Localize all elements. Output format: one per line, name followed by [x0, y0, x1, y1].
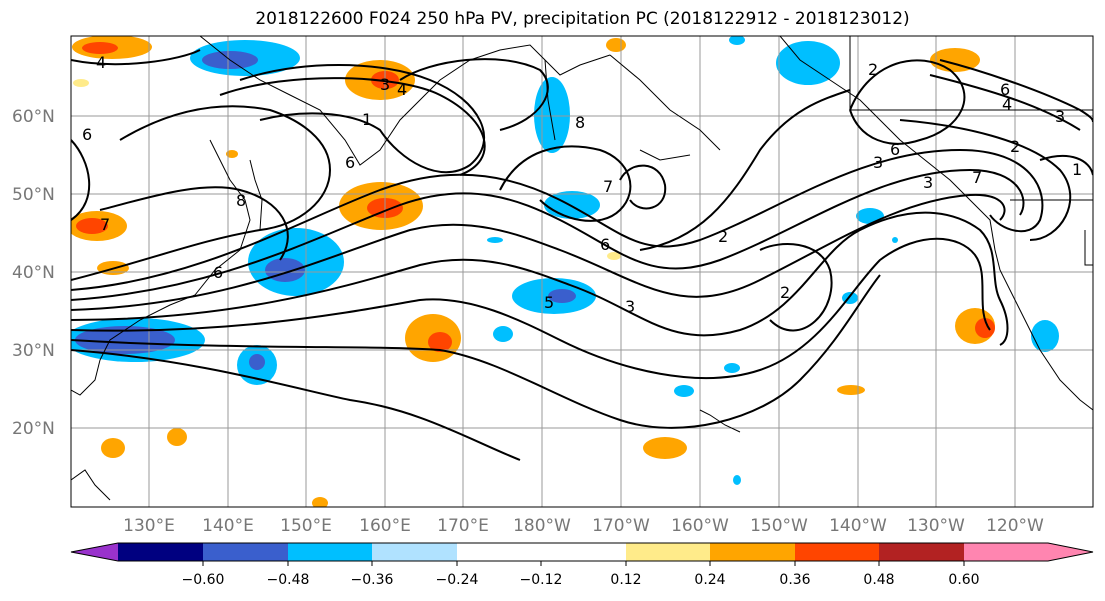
pv-label: 3 [380, 75, 390, 94]
pv-label: 3 [1055, 107, 1065, 126]
lon-label: 150°W [750, 516, 808, 536]
lat-label-50n: 50°N [12, 185, 55, 205]
colorbar-segment [626, 543, 710, 561]
pv-label: 7 [972, 168, 982, 187]
colorbar-segment [879, 543, 964, 561]
colorbar-tick-label: 0.24 [694, 572, 725, 588]
map-border [70, 35, 1094, 508]
map-title: 2018122600 F024 250 hPa PV, precipitatio… [255, 9, 910, 29]
pv-label: 6 [600, 235, 610, 254]
lon-label: 120°W [986, 516, 1044, 536]
colorbar-tick-label: −0.48 [267, 572, 310, 588]
pv-label: 8 [575, 113, 585, 132]
colorbar-upper-extension [1048, 543, 1093, 561]
lat-label-40n: 40°N [12, 263, 55, 283]
colorbar-tick-label: −0.36 [351, 572, 394, 588]
lon-label: 150°E [280, 516, 332, 536]
pv-label: 2 [718, 227, 728, 246]
lon-label: 140°E [202, 516, 254, 536]
lon-label: 170°E [437, 516, 489, 536]
pv-label: 7 [100, 215, 110, 234]
pv-label: 7 [603, 177, 613, 196]
colorbar-segment [118, 543, 203, 561]
pv-label: 1 [1072, 160, 1082, 179]
pv-label: 2 [1010, 137, 1020, 156]
colorbar-lower-extension [71, 543, 118, 561]
lat-label-20n: 20°N [12, 419, 55, 439]
colorbar-segment [372, 543, 457, 561]
pv-label: 6 [213, 263, 223, 282]
colorbar-ticks [202, 561, 965, 566]
colorbar-tick-label: 0.36 [779, 572, 810, 588]
pv-label: 8 [236, 191, 246, 210]
colorbar-segment [795, 543, 879, 561]
pv-label: 4 [1002, 95, 1012, 114]
pv-label: 6 [345, 153, 355, 172]
colorbar-tick-label: −0.24 [436, 572, 479, 588]
pv-contour-labels: 4 6 4 3 1 6 7 8 6 8 7 6 2 3 3 2 3 7 6 6 … [82, 53, 1082, 316]
lat-label-60n: 60°N [12, 107, 55, 127]
pv-label: 6 [1000, 80, 1010, 99]
pv-label: 4 [96, 53, 106, 72]
pv-label: 3 [923, 173, 933, 192]
lon-label: 180°W [513, 516, 571, 536]
colorbar-segment [203, 543, 288, 561]
pv-label: 2 [780, 283, 790, 302]
colorbar-segment [457, 543, 541, 561]
pv-label: 3 [625, 297, 635, 316]
colorbar-tick-label: 0.48 [863, 572, 894, 588]
map-gridlines [71, 36, 1093, 507]
colorbar-segment [288, 543, 372, 561]
lon-label: 160°W [671, 516, 729, 536]
lon-label: 170°W [592, 516, 650, 536]
pv-contours [71, 49, 1093, 461]
coastlines [71, 36, 1093, 501]
colorbar-segment [964, 543, 1048, 561]
colorbar-tick-label: −0.12 [520, 572, 563, 588]
pv-label: 1 [362, 110, 372, 129]
lon-label: 140°W [829, 516, 887, 536]
colorbar-segment [710, 543, 795, 561]
precip-colorbar: −0.60 −0.48 −0.36 −0.24 −0.12 0.12 0.24 … [70, 542, 1094, 588]
latitude-labels: 60°N 50°N 40°N 30°N 20°N [12, 107, 55, 439]
pv-label: 5 [544, 293, 554, 312]
lon-label: 130°E [123, 516, 175, 536]
pv-label: 6 [890, 140, 900, 159]
colorbar-tick-label: 0.12 [610, 572, 641, 588]
colorbar-tick-label: −0.60 [182, 572, 225, 588]
lon-label: 130°W [907, 516, 965, 536]
longitude-labels: 130°E 140°E 150°E 160°E 170°E 180°W 170°… [123, 516, 1044, 536]
lon-label: 160°E [359, 516, 411, 536]
pv-label: 3 [873, 153, 883, 172]
colorbar-segment [541, 543, 626, 561]
colorbar-tick-label: 0.60 [948, 572, 979, 588]
lat-label-30n: 30°N [12, 341, 55, 361]
precip-positive-anomalies [71, 36, 995, 507]
pv-label: 6 [82, 125, 92, 144]
pv-label: 4 [397, 80, 407, 99]
pv-label: 2 [868, 60, 878, 79]
